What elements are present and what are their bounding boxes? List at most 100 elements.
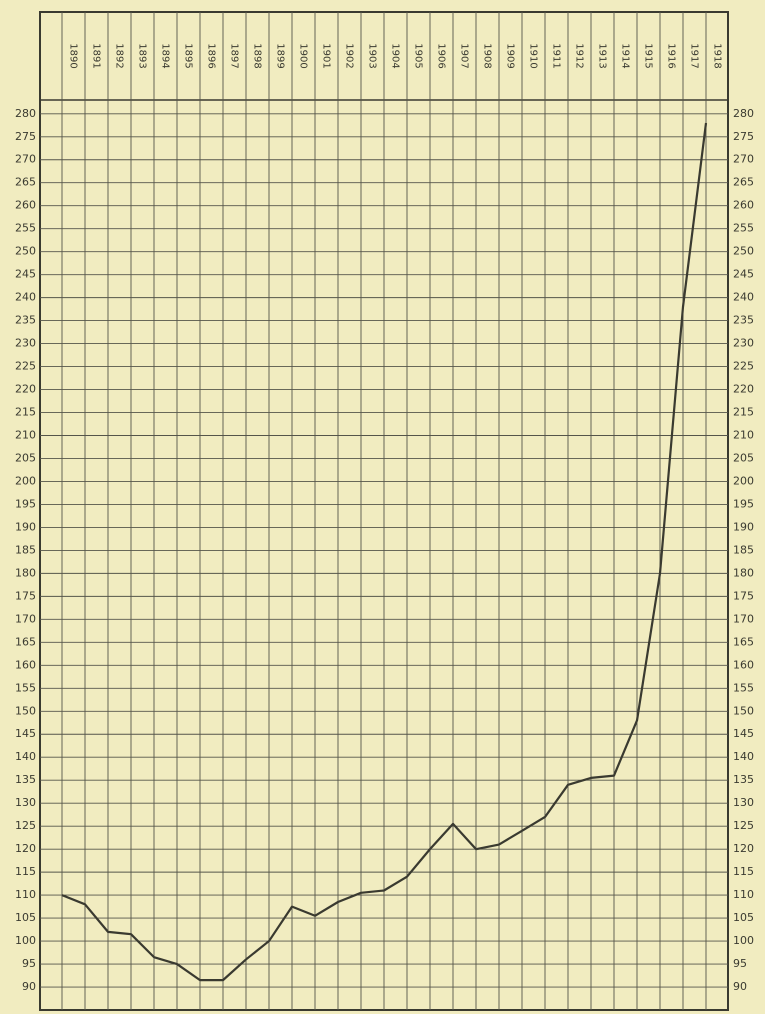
x-tick-label: 1892 bbox=[114, 43, 125, 68]
x-tick-label: 1905 bbox=[413, 43, 424, 68]
x-tick-label: 1912 bbox=[574, 43, 585, 68]
y2-tick-label: 135 bbox=[733, 773, 754, 786]
y-tick-label: 280 bbox=[15, 107, 36, 120]
y-tick-label: 235 bbox=[15, 314, 36, 327]
y2-tick-label: 270 bbox=[733, 153, 754, 166]
y-tick-label: 115 bbox=[15, 865, 36, 878]
y-tick-label: 160 bbox=[15, 658, 36, 671]
y2-tick-label: 170 bbox=[733, 612, 754, 625]
y-tick-label: 135 bbox=[15, 773, 36, 786]
y2-tick-label: 145 bbox=[733, 727, 754, 740]
x-tick-label: 1900 bbox=[298, 43, 309, 68]
x-tick-label: 1902 bbox=[344, 43, 355, 68]
x-tick-label: 1895 bbox=[183, 43, 194, 68]
x-tick-label: 1890 bbox=[68, 43, 79, 68]
x-tick-label: 1899 bbox=[275, 43, 286, 68]
y2-tick-label: 255 bbox=[733, 222, 754, 235]
y2-tick-label: 180 bbox=[733, 566, 754, 579]
x-tick-label: 1904 bbox=[390, 43, 401, 68]
y-tick-label: 95 bbox=[22, 957, 36, 970]
x-tick-label: 1915 bbox=[643, 43, 654, 68]
x-tick-label: 1906 bbox=[436, 43, 447, 68]
y2-tick-label: 245 bbox=[733, 268, 754, 281]
y-tick-label: 220 bbox=[15, 383, 36, 396]
y2-tick-label: 215 bbox=[733, 406, 754, 419]
y2-tick-label: 155 bbox=[733, 681, 754, 694]
x-tick-label: 1894 bbox=[160, 43, 171, 68]
y-tick-label: 245 bbox=[15, 268, 36, 281]
y2-tick-label: 100 bbox=[733, 934, 754, 947]
y2-tick-label: 110 bbox=[733, 888, 754, 901]
y-tick-label: 110 bbox=[15, 888, 36, 901]
y-tick-label: 275 bbox=[15, 130, 36, 143]
x-tick-label: 1913 bbox=[597, 43, 608, 68]
x-tick-label: 1893 bbox=[137, 43, 148, 68]
y2-tick-label: 265 bbox=[733, 176, 754, 189]
x-tick-label: 1918 bbox=[712, 43, 723, 68]
y2-tick-label: 150 bbox=[733, 704, 754, 717]
y2-tick-label: 230 bbox=[733, 337, 754, 350]
y2-tick-label: 220 bbox=[733, 383, 754, 396]
y2-tick-label: 205 bbox=[733, 451, 754, 464]
y-tick-label: 150 bbox=[15, 704, 36, 717]
y2-tick-label: 105 bbox=[733, 911, 754, 924]
y2-tick-label: 275 bbox=[733, 130, 754, 143]
y-tick-label: 180 bbox=[15, 566, 36, 579]
y-tick-label: 210 bbox=[15, 429, 36, 442]
y-tick-label: 120 bbox=[15, 842, 36, 855]
y-tick-label: 185 bbox=[15, 543, 36, 556]
y2-tick-label: 210 bbox=[733, 429, 754, 442]
y-tick-label: 240 bbox=[15, 291, 36, 304]
x-tick-label: 1917 bbox=[689, 43, 700, 68]
y-tick-label: 265 bbox=[15, 176, 36, 189]
y-tick-label: 260 bbox=[15, 199, 36, 212]
y-tick-label: 175 bbox=[15, 589, 36, 602]
y-tick-label: 195 bbox=[15, 497, 36, 510]
y2-tick-label: 120 bbox=[733, 842, 754, 855]
y2-tick-label: 175 bbox=[733, 589, 754, 602]
y-tick-label: 190 bbox=[15, 520, 36, 533]
y-tick-label: 145 bbox=[15, 727, 36, 740]
y-tick-label: 90 bbox=[22, 980, 36, 993]
y-tick-label: 105 bbox=[15, 911, 36, 924]
y-tick-label: 170 bbox=[15, 612, 36, 625]
y2-tick-label: 195 bbox=[733, 497, 754, 510]
y2-tick-label: 140 bbox=[733, 750, 754, 763]
y-tick-label: 125 bbox=[15, 819, 36, 832]
x-tick-label: 1911 bbox=[551, 43, 562, 68]
x-tick-label: 1891 bbox=[91, 43, 102, 68]
y-tick-label: 270 bbox=[15, 153, 36, 166]
y2-tick-label: 250 bbox=[733, 245, 754, 258]
x-tick-label: 1897 bbox=[229, 43, 240, 68]
y2-tick-label: 240 bbox=[733, 291, 754, 304]
y-tick-label: 250 bbox=[15, 245, 36, 258]
y2-tick-label: 160 bbox=[733, 658, 754, 671]
y-tick-label: 140 bbox=[15, 750, 36, 763]
x-tick-label: 1908 bbox=[482, 43, 493, 68]
x-tick-label: 1896 bbox=[206, 43, 217, 68]
x-tick-label: 1907 bbox=[459, 43, 470, 68]
y2-tick-label: 200 bbox=[733, 474, 754, 487]
y-tick-label: 205 bbox=[15, 451, 36, 464]
x-tick-label: 1903 bbox=[367, 43, 378, 68]
x-tick-label: 1898 bbox=[252, 43, 263, 68]
x-tick-label: 1916 bbox=[666, 43, 677, 68]
y2-tick-label: 190 bbox=[733, 520, 754, 533]
y-tick-label: 200 bbox=[15, 474, 36, 487]
y2-tick-label: 260 bbox=[733, 199, 754, 212]
y-tick-label: 255 bbox=[15, 222, 36, 235]
y2-tick-label: 130 bbox=[733, 796, 754, 809]
y2-tick-label: 125 bbox=[733, 819, 754, 832]
y-tick-label: 230 bbox=[15, 337, 36, 350]
x-tick-label: 1914 bbox=[620, 43, 631, 68]
y2-tick-label: 115 bbox=[733, 865, 754, 878]
y-tick-label: 155 bbox=[15, 681, 36, 694]
y-tick-label: 130 bbox=[15, 796, 36, 809]
y2-tick-label: 90 bbox=[733, 980, 747, 993]
y-tick-label: 100 bbox=[15, 934, 36, 947]
y2-tick-label: 225 bbox=[733, 360, 754, 373]
y2-tick-label: 95 bbox=[733, 957, 747, 970]
y-tick-label: 225 bbox=[15, 360, 36, 373]
